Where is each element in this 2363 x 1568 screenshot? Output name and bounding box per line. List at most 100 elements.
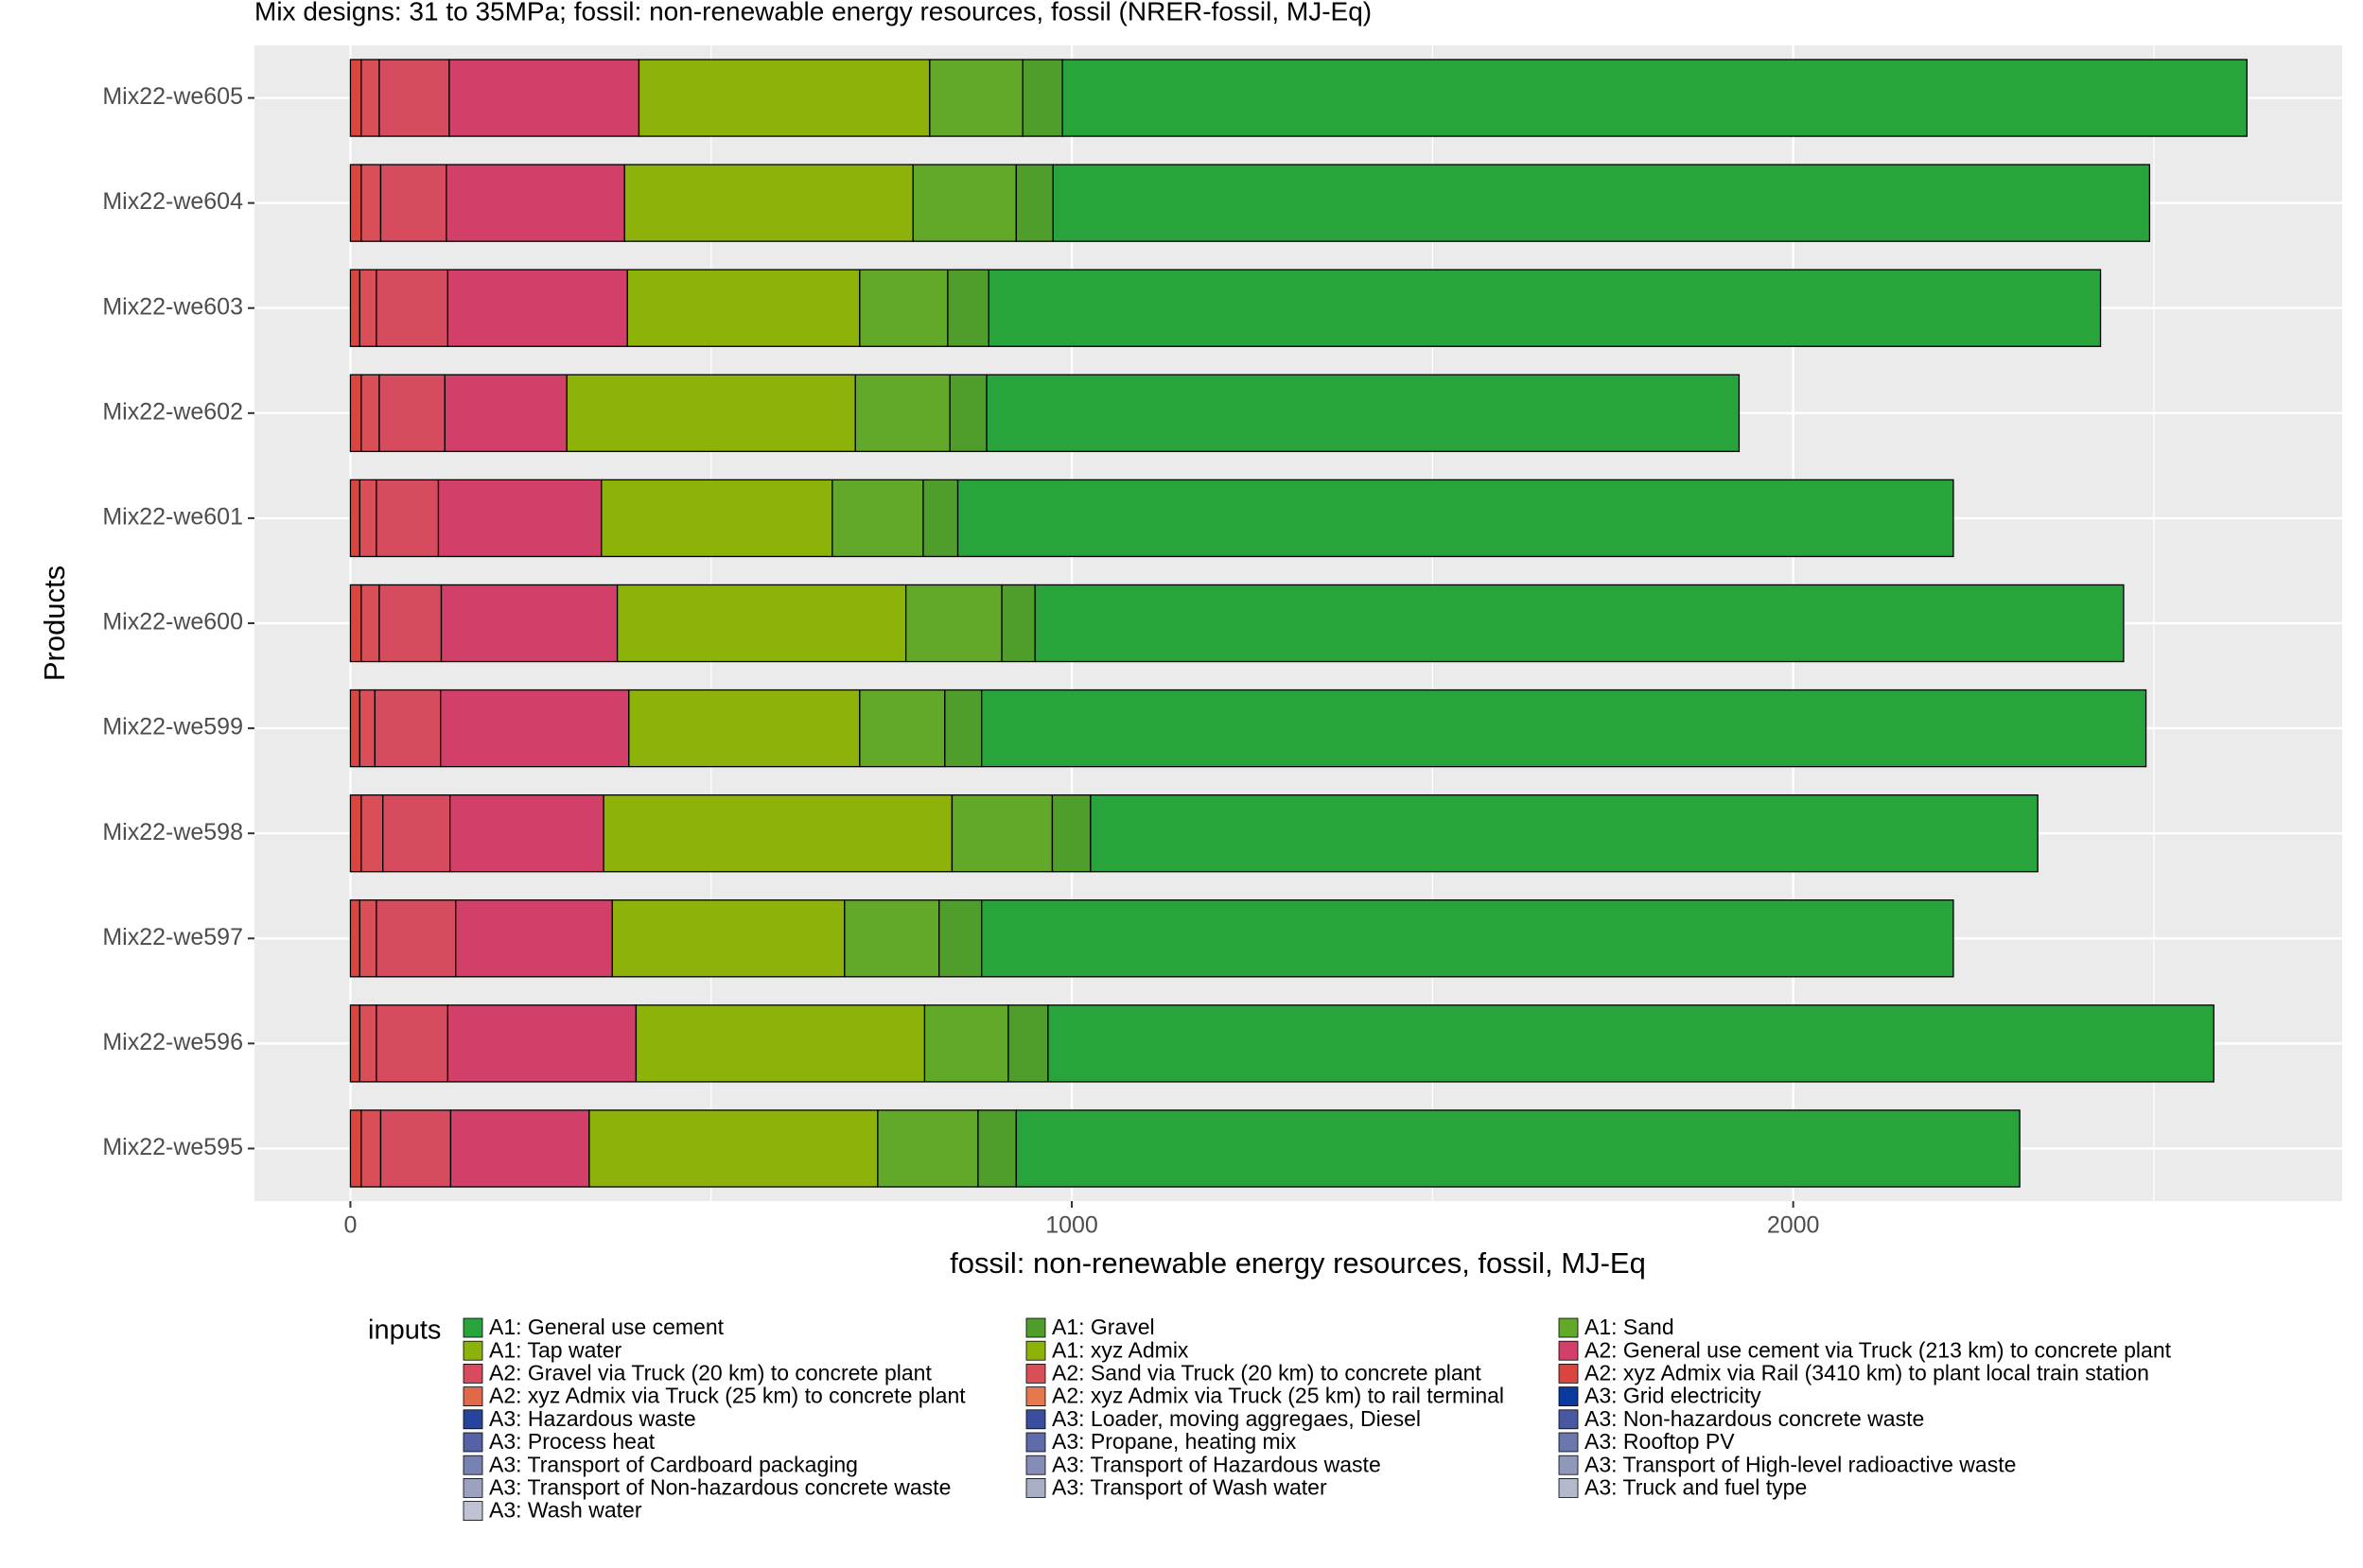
- legend-label: A3: Process heat: [489, 1429, 656, 1454]
- legend-key: [1558, 1409, 1579, 1430]
- bar-segment: [626, 269, 861, 347]
- bar-segment: [376, 479, 440, 558]
- bar-segment: [448, 59, 640, 137]
- bar-segment: [628, 688, 861, 768]
- legend-key: [1025, 1455, 1046, 1475]
- bar-segment: [349, 1109, 362, 1188]
- bar-segment: [349, 269, 360, 347]
- bar-segment: [382, 793, 451, 873]
- bar-segment: [349, 899, 360, 978]
- legend-label: A1: Tap water: [489, 1337, 622, 1362]
- bar-segment: [981, 899, 1954, 978]
- bar-segment: [635, 1004, 926, 1083]
- legend-label: A3: Truck and fuel type: [1584, 1474, 1807, 1499]
- bar-segment: [981, 688, 2147, 768]
- legend-label: A1: xyz Admix: [1052, 1337, 1189, 1362]
- legend-key: [1025, 1432, 1046, 1453]
- bar-segment: [360, 59, 380, 137]
- bar-segment: [831, 479, 924, 558]
- legend-label: A3: Propane, heating mix: [1052, 1429, 1297, 1454]
- legend-key: [1558, 1364, 1579, 1384]
- legend-key: [463, 1455, 483, 1475]
- bar-segment: [986, 374, 1741, 453]
- y-axis-title: Products: [38, 566, 71, 681]
- legend-label: A2: xyz Admix via Rail (3410 km) to plan…: [1584, 1360, 2149, 1385]
- y-tick-label: Mix22-we603: [102, 293, 243, 320]
- legend-label: A3: Hazardous waste: [489, 1406, 696, 1431]
- bar-segment: [360, 584, 380, 663]
- legend-label: A3: Transport of Hazardous waste: [1052, 1452, 1381, 1476]
- y-tick-label: Mix22-we595: [102, 1134, 243, 1160]
- bar-segment: [1001, 584, 1036, 663]
- bar-segment: [1007, 1004, 1049, 1083]
- bar-segment: [359, 479, 377, 558]
- bar-segment: [1090, 793, 2039, 873]
- legend-key: [463, 1432, 483, 1453]
- legend-key: [463, 1478, 483, 1498]
- x-tick-label: 0: [343, 1212, 357, 1239]
- legend-title: inputs: [368, 1315, 441, 1346]
- bar-segment: [912, 164, 1017, 242]
- legend-key: [463, 1364, 483, 1384]
- bar-segment: [611, 899, 846, 978]
- y-tick-label: Mix22-we599: [102, 714, 243, 740]
- legend-key: [1025, 1478, 1046, 1498]
- bar-segment: [603, 793, 954, 873]
- bar-segment: [440, 688, 630, 768]
- legend-key: [1558, 1317, 1579, 1338]
- bar-segment: [947, 269, 989, 347]
- bar-segment: [446, 1004, 638, 1083]
- bar-segment: [359, 899, 377, 978]
- bar-segment: [379, 1109, 452, 1188]
- legend-label: A3: Wash water: [489, 1498, 642, 1523]
- bar-segment: [929, 59, 1024, 137]
- bar-segment: [904, 584, 1003, 663]
- legend-label: A2: General use cement via Truck (213 km…: [1584, 1337, 2172, 1362]
- bar-segment: [1015, 164, 1054, 242]
- bar-segment: [944, 688, 983, 768]
- bar-segment: [1051, 793, 1092, 873]
- bar-segment: [378, 59, 450, 137]
- y-tick-label: Mix22-we600: [102, 609, 243, 636]
- y-tick-label: Mix22-we602: [102, 398, 243, 425]
- x-tick-label: 1000: [1045, 1212, 1098, 1239]
- legend-key: [1558, 1455, 1579, 1475]
- legend-key: [1025, 1340, 1046, 1361]
- bar-segment: [349, 164, 362, 242]
- legend-key: [463, 1317, 483, 1338]
- bar-segment: [844, 899, 940, 978]
- bar-segment: [854, 374, 951, 453]
- legend-key: [463, 1501, 483, 1521]
- bar-segment: [359, 269, 377, 347]
- bar-segment: [601, 479, 833, 558]
- bar-segment: [1022, 59, 1063, 137]
- bar-segment: [1061, 59, 2248, 137]
- legend-label: A3: Transport of Non-hazardous concrete …: [489, 1474, 951, 1499]
- bar-segment: [378, 374, 446, 453]
- bar-segment: [360, 164, 382, 242]
- bar-segment: [1015, 1109, 2021, 1188]
- legend-label: A3: Transport of Wash water: [1052, 1474, 1327, 1499]
- bar-segment: [1047, 1004, 2214, 1083]
- legend-label: A2: Gravel via Truck (20 km) to concrete…: [489, 1360, 932, 1385]
- bar-segment: [988, 269, 2102, 347]
- bar-segment: [1034, 584, 2125, 663]
- bar-segment: [938, 899, 983, 978]
- bar-segment: [349, 479, 360, 558]
- bar-segment: [449, 793, 604, 873]
- bar-segment: [638, 59, 931, 137]
- legend-key: [1558, 1340, 1579, 1361]
- bar-segment: [349, 688, 360, 768]
- bar-segment: [956, 479, 1954, 558]
- bar-segment: [616, 584, 907, 663]
- legend-label: A3: Transport of High-level radioactive …: [1584, 1452, 2016, 1476]
- legend-label: A1: Gravel: [1052, 1315, 1155, 1339]
- bar-segment: [349, 793, 362, 873]
- bar-segment: [588, 1109, 879, 1188]
- bar-segment: [449, 1109, 590, 1188]
- bar-segment: [951, 793, 1054, 873]
- bar-segment: [440, 584, 619, 663]
- bar-segment: [379, 164, 447, 242]
- bar-segment: [359, 688, 376, 768]
- legend-key: [1558, 1432, 1579, 1453]
